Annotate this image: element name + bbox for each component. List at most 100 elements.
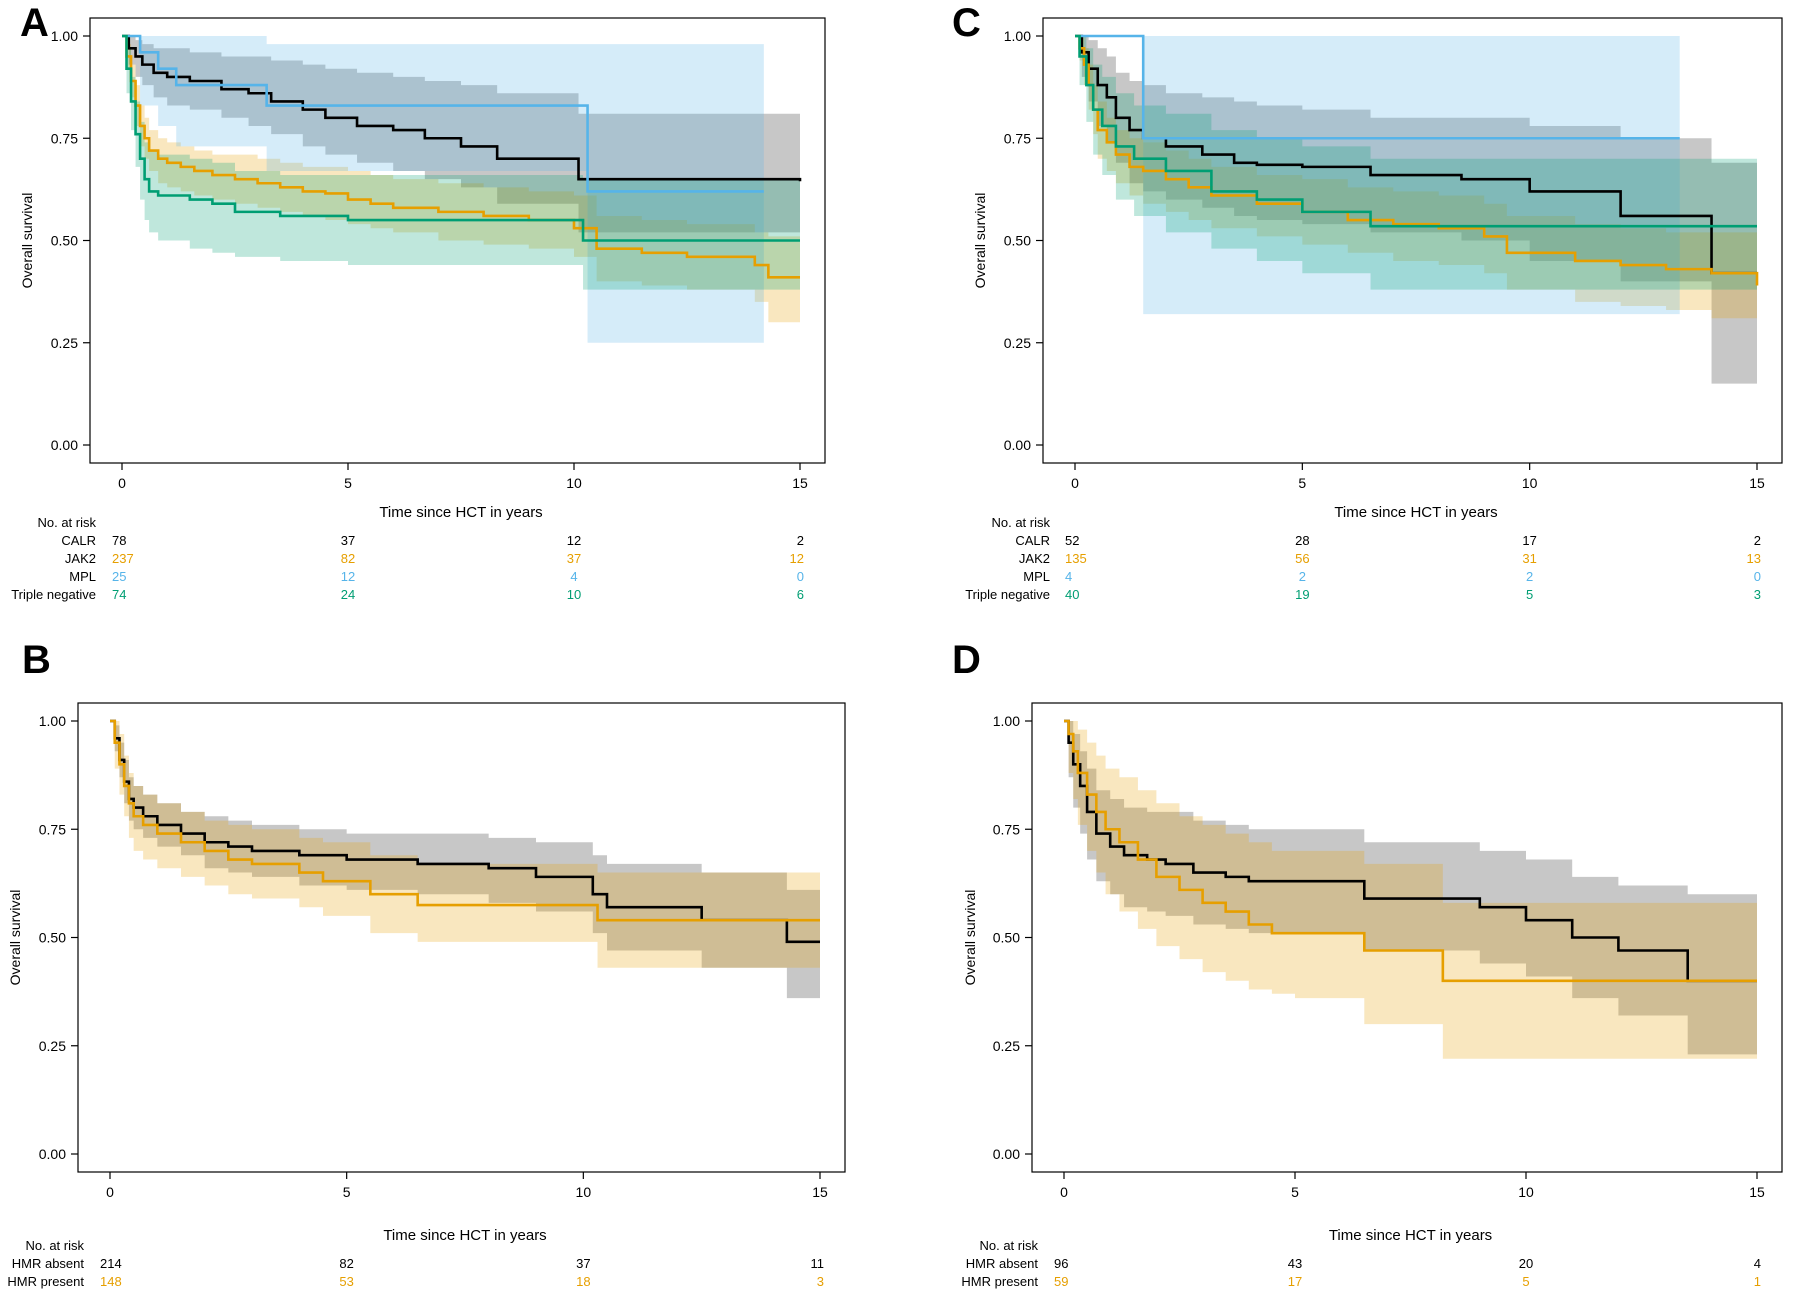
risk-count-hmr-absent: 43 [1288, 1256, 1302, 1271]
risk-count-mpl: 4 [1065, 569, 1072, 584]
risk-count-hmr-present: 17 [1288, 1274, 1302, 1289]
risk-row-label-calr: CALR [1015, 533, 1050, 548]
km-line-mpl [1075, 34, 1680, 140]
risk-count-hmr-absent: 96 [1054, 1256, 1068, 1271]
x-tick-label: 5 [344, 475, 352, 491]
km-line-triple-negative [122, 34, 800, 242]
risk-count-jak2: 31 [1522, 551, 1536, 566]
y-tick-label: 0.00 [51, 437, 78, 453]
x-axis: 0 5 10 15 Time since HCT in years [1060, 1172, 1765, 1244]
risk-count-calr: 28 [1295, 533, 1309, 548]
risk-table-title: No. at risk [979, 1238, 1038, 1253]
survival-lines [122, 34, 802, 279]
risk-count-calr: 17 [1522, 533, 1536, 548]
risk-count-calr: 12 [567, 533, 581, 548]
ci-band-calr [1075, 36, 1757, 384]
risk-count-calr: 52 [1065, 533, 1079, 548]
panel-label: B [22, 638, 51, 682]
risk-count-hmr-present: 18 [576, 1274, 590, 1289]
risk-table: No. at risk CALR 78 37 12 2 JAK2 237 82 37 12 MPL 25… [11, 515, 804, 602]
km-line-calr [122, 34, 802, 182]
risk-count-mpl: 0 [1754, 569, 1761, 584]
km-line-jak2 [122, 34, 800, 279]
risk-count-jak2: 12 [790, 551, 804, 566]
panel-b: B 0.00 0.25 0.50 0.75 1.00 Overall survival 0 5 1… [7, 638, 846, 1289]
y-tick-label: 0.25 [1004, 335, 1031, 351]
ci-band-jak2 [1075, 36, 1757, 331]
risk-count-hmr-present: 5 [1522, 1274, 1529, 1289]
x-axis-label: Time since HCT in years [1334, 504, 1497, 521]
risk-count-mpl: 2 [1299, 569, 1306, 584]
y-tick-label: 0.50 [51, 233, 78, 249]
x-tick-label: 15 [812, 1184, 828, 1200]
x-tick-label: 10 [1518, 1184, 1534, 1200]
risk-row-label-triple-negative: Triple negative [11, 587, 96, 602]
risk-count-hmr-absent: 37 [576, 1256, 590, 1271]
risk-count-mpl: 4 [570, 569, 577, 584]
y-tick-label: 0.25 [993, 1038, 1020, 1054]
ci-band-hmr-absent [110, 721, 820, 999]
confidence-bands [1075, 36, 1757, 384]
x-axis-label: Time since HCT in years [1329, 1227, 1492, 1244]
risk-row-label-hmr-present: HMR present [7, 1274, 84, 1289]
risk-count-jak2: 13 [1747, 551, 1761, 566]
risk-count-mpl: 0 [797, 569, 804, 584]
risk-count-triple-negative: 3 [1754, 587, 1761, 602]
y-tick-label: 1.00 [51, 28, 78, 44]
risk-count-triple-negative: 74 [112, 587, 126, 602]
x-tick-label: 15 [792, 475, 808, 491]
y-tick-label: 0.75 [1004, 130, 1031, 146]
risk-count-calr: 2 [797, 533, 804, 548]
x-tick-label: 0 [1060, 1184, 1068, 1200]
y-tick-label: 1.00 [1004, 28, 1031, 44]
y-tick-label: 0.00 [1004, 437, 1031, 453]
y-tick-label: 0.50 [993, 930, 1020, 946]
ci-band-mpl [122, 36, 764, 343]
risk-count-hmr-absent: 82 [339, 1256, 353, 1271]
y-tick-label: 0.75 [993, 821, 1020, 837]
x-tick-label: 10 [576, 1184, 592, 1200]
x-tick-label: 5 [343, 1184, 351, 1200]
risk-count-hmr-absent: 214 [100, 1256, 122, 1271]
risk-table-title: No. at risk [37, 515, 96, 530]
risk-count-hmr-present: 3 [817, 1274, 824, 1289]
x-tick-label: 15 [1749, 475, 1765, 491]
km-line-triple-negative [1075, 34, 1757, 228]
y-tick-label: 0.25 [51, 335, 78, 351]
ci-band-triple-negative [122, 36, 800, 290]
risk-count-mpl: 12 [341, 569, 355, 584]
risk-row-label-jak2: JAK2 [65, 551, 96, 566]
y-tick-label: 0.00 [993, 1146, 1020, 1162]
panel-label: D [952, 638, 981, 682]
risk-row-label-jak2: JAK2 [1019, 551, 1050, 566]
survival-lines [110, 719, 820, 944]
x-tick-label: 0 [1071, 475, 1079, 491]
x-tick-label: 10 [566, 475, 582, 491]
risk-count-jak2: 82 [341, 551, 355, 566]
risk-count-jak2: 135 [1065, 551, 1087, 566]
risk-count-hmr-present: 1 [1754, 1274, 1761, 1289]
panel-c: C 0.00 0.25 0.50 0.75 1.00 Overall survival 0 5 1… [952, 1, 1783, 602]
risk-count-triple-negative: 6 [797, 587, 804, 602]
y-axis: 0.00 0.25 0.50 0.75 1.00 Overall survival [962, 713, 1032, 1162]
risk-count-calr: 78 [112, 533, 126, 548]
risk-table: No. at risk HMR absent 96 43 20 4 HMR present 5… [961, 1238, 1761, 1289]
risk-count-triple-negative: 40 [1065, 587, 1079, 602]
risk-count-mpl: 2 [1526, 569, 1533, 584]
x-tick-label: 0 [118, 475, 126, 491]
y-axis-label: Overall survival [7, 890, 23, 986]
km-line-hmr-absent [110, 719, 820, 944]
x-tick-label: 15 [1749, 1184, 1765, 1200]
y-tick-label: 1.00 [993, 713, 1020, 729]
risk-count-calr: 37 [341, 533, 355, 548]
y-tick-label: 1.00 [39, 713, 66, 729]
risk-count-triple-negative: 19 [1295, 587, 1309, 602]
km-line-hmr-present [110, 719, 820, 922]
risk-count-mpl: 25 [112, 569, 126, 584]
risk-table-title: No. at risk [25, 1238, 84, 1253]
x-axis: 0 5 10 15 Time since HCT in years [106, 1172, 828, 1244]
y-tick-label: 0.50 [1004, 233, 1031, 249]
confidence-bands [1064, 721, 1757, 1059]
